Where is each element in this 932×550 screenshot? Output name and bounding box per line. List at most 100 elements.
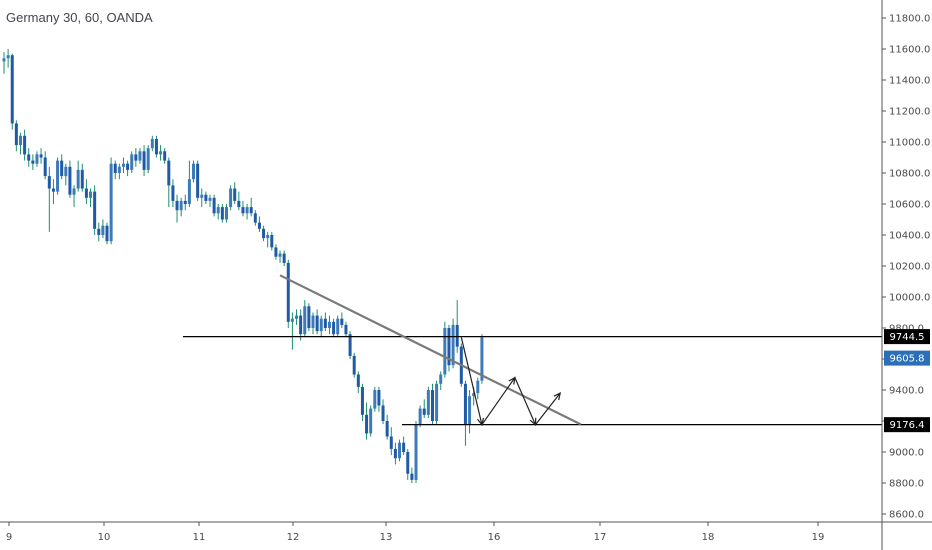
candle[interactable]	[76, 160, 80, 192]
candle[interactable]	[154, 135, 158, 158]
candle[interactable]	[299, 309, 303, 341]
candle[interactable]	[414, 421, 418, 483]
candle[interactable]	[113, 160, 117, 180]
descending-trendline[interactable]	[279, 274, 582, 426]
candle[interactable]	[2, 52, 6, 74]
candle[interactable]	[430, 383, 434, 425]
candle[interactable]	[105, 222, 109, 245]
candle[interactable]	[290, 312, 294, 350]
candle[interactable]	[208, 194, 212, 208]
candle[interactable]	[200, 188, 204, 208]
candle[interactable]	[311, 312, 315, 335]
candle[interactable]	[97, 222, 101, 242]
candle[interactable]	[336, 315, 340, 338]
candle[interactable]	[402, 436, 406, 456]
candle[interactable]	[233, 182, 237, 204]
candle[interactable]	[286, 259, 290, 328]
candle[interactable]	[220, 204, 224, 223]
candle[interactable]	[6, 49, 10, 68]
candle[interactable]	[344, 321, 348, 338]
candle[interactable]	[303, 300, 307, 338]
candle[interactable]	[323, 312, 327, 332]
candle[interactable]	[468, 390, 472, 434]
candle[interactable]	[332, 318, 336, 338]
candle[interactable]	[319, 315, 323, 338]
candle[interactable]	[31, 154, 35, 170]
candle[interactable]	[39, 148, 43, 164]
candle[interactable]	[121, 157, 125, 174]
candle[interactable]	[340, 312, 344, 329]
candle[interactable]	[307, 303, 311, 332]
candle[interactable]	[43, 151, 47, 180]
candle[interactable]	[439, 371, 443, 390]
candle[interactable]	[274, 244, 278, 260]
candle[interactable]	[159, 145, 163, 161]
candle[interactable]	[224, 204, 228, 223]
candle[interactable]	[47, 166, 51, 232]
candle[interactable]	[315, 309, 319, 335]
candle[interactable]	[365, 402, 369, 440]
projection-path[interactable]	[460, 337, 561, 427]
candle[interactable]	[89, 188, 93, 208]
candle[interactable]	[278, 250, 282, 263]
candle[interactable]	[241, 200, 245, 217]
candle[interactable]	[60, 154, 64, 180]
candle[interactable]	[348, 331, 352, 359]
candle[interactable]	[35, 151, 39, 167]
candle[interactable]	[398, 439, 402, 462]
candle[interactable]	[27, 148, 31, 167]
candle[interactable]	[393, 442, 397, 465]
candle[interactable]	[410, 467, 414, 484]
candle[interactable]	[175, 194, 179, 223]
candle[interactable]	[18, 132, 22, 155]
candle[interactable]	[356, 371, 360, 394]
candle[interactable]	[138, 148, 142, 164]
candle[interactable]	[229, 185, 233, 211]
candle[interactable]	[72, 185, 76, 208]
candle[interactable]	[216, 204, 220, 220]
candle[interactable]	[14, 120, 18, 152]
candle[interactable]	[257, 216, 261, 232]
candle[interactable]	[142, 145, 146, 177]
candle[interactable]	[270, 231, 274, 251]
candle[interactable]	[406, 448, 410, 480]
candle[interactable]	[377, 386, 381, 412]
candle[interactable]	[282, 250, 286, 267]
candle[interactable]	[179, 197, 183, 217]
candle[interactable]	[10, 53, 14, 130]
candle[interactable]	[196, 160, 200, 201]
candle[interactable]	[422, 399, 426, 418]
candle[interactable]	[84, 179, 88, 204]
candle[interactable]	[418, 405, 422, 428]
candle[interactable]	[253, 210, 257, 226]
candle[interactable]	[237, 191, 241, 211]
candle[interactable]	[126, 160, 130, 177]
candle[interactable]	[249, 197, 253, 217]
candle[interactable]	[204, 191, 208, 204]
candle[interactable]	[266, 231, 270, 248]
candle[interactable]	[183, 194, 187, 211]
candle[interactable]	[373, 386, 377, 412]
candle[interactable]	[163, 148, 167, 164]
candle[interactable]	[476, 377, 480, 400]
candle[interactable]	[447, 324, 451, 372]
candle[interactable]	[455, 300, 459, 353]
candle[interactable]	[245, 204, 249, 220]
candle[interactable]	[187, 160, 191, 208]
candle[interactable]	[389, 427, 393, 456]
candle[interactable]	[93, 185, 97, 235]
candle[interactable]	[295, 309, 299, 325]
candle[interactable]	[262, 225, 266, 242]
candle[interactable]	[167, 157, 171, 208]
candle[interactable]	[23, 129, 27, 161]
candle[interactable]	[109, 157, 113, 245]
candle[interactable]	[352, 352, 356, 378]
candle[interactable]	[463, 380, 467, 446]
candle[interactable]	[117, 163, 121, 180]
candle[interactable]	[435, 380, 439, 425]
candle[interactable]	[130, 151, 134, 173]
candle[interactable]	[327, 315, 331, 335]
candle[interactable]	[381, 399, 385, 425]
candle[interactable]	[150, 135, 154, 152]
